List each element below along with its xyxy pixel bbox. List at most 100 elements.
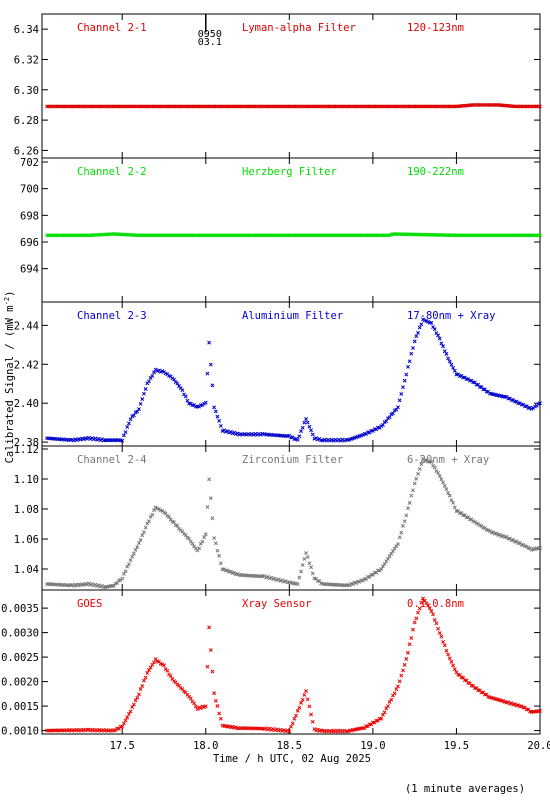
data-point — [342, 728, 347, 733]
y-tick-label: 6.28 — [14, 115, 39, 127]
data-point — [432, 465, 437, 470]
data-point — [183, 690, 188, 695]
data-point — [447, 359, 452, 364]
data-point — [145, 670, 150, 675]
data-series — [45, 317, 542, 443]
data-series — [45, 457, 542, 590]
data-point — [436, 470, 441, 475]
data-point — [203, 400, 208, 405]
data-point — [429, 320, 434, 325]
data-point — [304, 417, 308, 421]
data-point — [294, 713, 298, 718]
y-tick-label: 6.26 — [14, 145, 39, 157]
data-point — [451, 663, 456, 668]
data-point — [446, 652, 451, 657]
data-point — [135, 545, 140, 549]
data-point — [431, 612, 436, 617]
data-point — [452, 505, 457, 510]
data-point — [287, 729, 292, 734]
panel-1: 6.26 6.28 6.30 6.32 6.34 Channel 2-1 Lyman-alp… — [14, 13, 542, 159]
data-point — [384, 559, 389, 564]
x-tick-label: 17.5 — [110, 740, 135, 752]
panel-4: 1.04 1.06 1.08 1.10 1.12 Channel 2-4 Zirconium… — [14, 444, 542, 591]
panels: 6.26 6.28 6.30 6.32 6.34 Channel 2-1 Lyman-alp… — [1, 13, 542, 738]
data-point — [399, 530, 404, 535]
data-point — [414, 334, 419, 339]
data-point — [126, 421, 131, 426]
data-point — [202, 535, 207, 540]
data-point — [141, 678, 146, 683]
data-point — [395, 542, 400, 546]
data-point — [380, 564, 385, 569]
data-point — [136, 407, 141, 412]
y-tick-label: 0.0020 — [1, 677, 39, 689]
data-point — [441, 344, 446, 349]
data-point — [133, 698, 138, 703]
data-point — [297, 434, 302, 439]
data-point — [436, 333, 441, 338]
data-point — [444, 487, 449, 492]
x-axis-label: Time / h UTC, 02 Aug 2025 — [213, 753, 371, 765]
data-point — [414, 616, 419, 621]
data-series — [45, 596, 542, 734]
y-axis-label-close: ) — [4, 291, 16, 297]
data-point — [387, 415, 392, 420]
panel-2: 694 696 698 700 702 Channel 2-2 Herzberg Filte… — [20, 157, 542, 303]
data-point — [143, 525, 148, 530]
data-point — [215, 414, 220, 419]
data-point — [135, 409, 140, 414]
data-point — [394, 687, 399, 692]
data-point — [172, 520, 176, 525]
data-point — [422, 598, 427, 603]
y-tick-label: 0.0015 — [1, 701, 39, 713]
data-point — [218, 424, 223, 428]
data-point — [411, 346, 415, 350]
data-point — [128, 417, 133, 422]
data-series — [45, 232, 542, 238]
data-point — [300, 563, 305, 567]
data-point — [125, 715, 130, 720]
data-point — [215, 548, 220, 553]
data-point — [439, 341, 444, 346]
x-tick-label: 20.0 — [527, 740, 550, 752]
data-point — [402, 378, 407, 383]
data-point — [449, 498, 454, 503]
data-point — [442, 643, 447, 648]
channel-label: Channel 2-2 — [77, 166, 147, 178]
data-point — [454, 670, 459, 675]
y-axis-label-text: Calibrated Signal / (mW m — [4, 305, 16, 463]
filter-label: Xray Sensor — [242, 598, 312, 610]
channel-label: GOES — [77, 598, 102, 610]
data-point — [295, 582, 300, 587]
data-point — [126, 562, 131, 567]
data-point — [439, 634, 444, 639]
data-point — [208, 496, 213, 501]
data-point — [190, 541, 195, 546]
data-point — [401, 385, 405, 390]
data-point — [310, 719, 315, 724]
data-point — [175, 381, 180, 386]
data-point — [218, 561, 223, 566]
data-point — [133, 547, 138, 552]
data-point — [193, 704, 198, 709]
panel-3: 2.38 2.40 2.42 2.44 Channel 2-3 Aluminium Fil… — [14, 301, 542, 449]
y-tick-label: 0.0035 — [1, 603, 39, 615]
data-point — [385, 704, 390, 708]
data-point — [409, 636, 414, 640]
data-point — [120, 438, 125, 443]
data-point — [439, 477, 444, 482]
data-point — [305, 697, 310, 702]
data-point — [412, 620, 417, 625]
data-point — [447, 656, 452, 661]
data-point — [404, 513, 409, 518]
data-point — [401, 668, 405, 673]
data-point — [449, 659, 454, 664]
data-point — [414, 476, 419, 481]
y-tick-label: 6.32 — [14, 54, 39, 66]
data-point — [207, 625, 212, 630]
data-point — [444, 352, 449, 356]
y-tick-label: 0.0025 — [1, 652, 39, 664]
data-point — [136, 541, 141, 546]
data-point — [218, 716, 223, 721]
